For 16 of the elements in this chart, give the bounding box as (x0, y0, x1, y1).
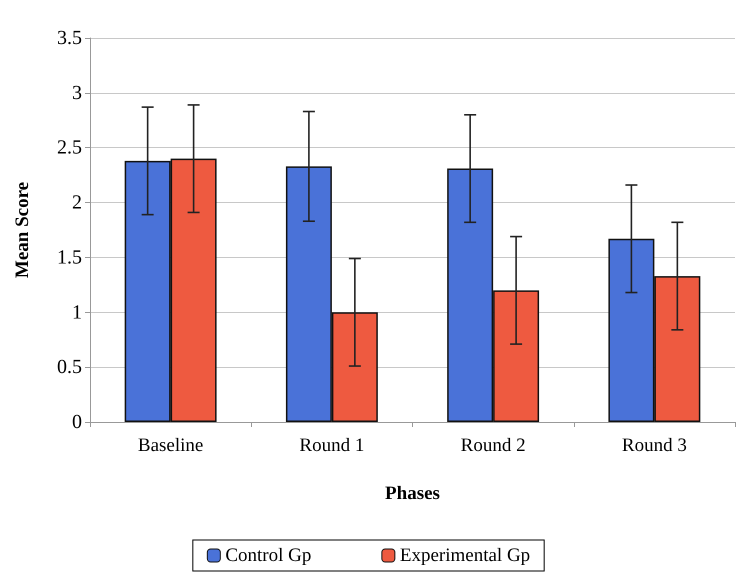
legend-label: Control Gp (225, 545, 312, 566)
y-tick-label: 2 (72, 192, 82, 214)
x-tick-label: Round 1 (299, 435, 364, 456)
y-tick-label: 1 (72, 301, 82, 324)
y-tick-label: 0.5 (57, 356, 82, 378)
x-axis-title: Phases (385, 483, 440, 504)
y-tick-label: 3.5 (57, 27, 82, 49)
x-tick-label: Baseline (138, 435, 204, 456)
y-tick-label: 2.5 (57, 136, 82, 159)
y-tick-label: 1.5 (57, 246, 82, 268)
x-tick-label: Round 3 (622, 435, 687, 456)
y-tick-label: 3 (72, 82, 82, 104)
legend-label: Experimental Gp (400, 545, 530, 566)
x-tick-label: Round 2 (460, 435, 526, 456)
y-axis-title: Mean Score (12, 182, 33, 278)
y-tick-label: 0 (72, 411, 82, 433)
